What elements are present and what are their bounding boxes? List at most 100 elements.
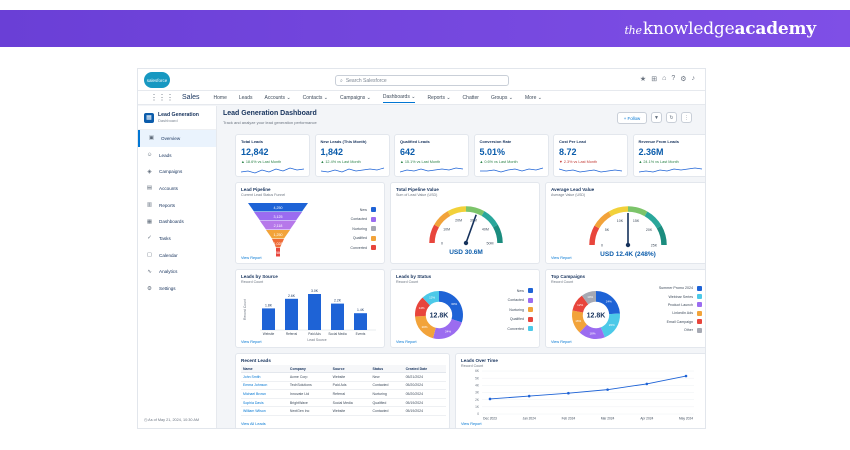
column-header[interactable]: Name <box>241 365 288 373</box>
search-input[interactable]: ⌕ Search Salesforce <box>335 75 509 86</box>
view-report-link[interactable]: View Report <box>461 422 482 426</box>
app-launcher-icon[interactable]: ⋮⋮⋮ <box>150 93 174 102</box>
nav-item-campaigns[interactable]: Campaigns ⌄ <box>340 95 371 101</box>
nav-item-groups[interactable]: Groups ⌄ <box>491 95 513 101</box>
legend-item: Contacted <box>481 296 533 306</box>
nav-item-dashboards[interactable]: Dashboards ⌄ <box>382 94 416 103</box>
nav-item-chatter[interactable]: Chatter <box>463 95 479 101</box>
legend-item: Other <box>634 326 702 334</box>
y-tick-label: 4K <box>475 384 480 388</box>
table-row[interactable]: Emma Johnson TechSolutions Paid Ads Contact… <box>241 381 446 391</box>
campaigns-icon: ◈ <box>147 168 152 175</box>
column-header[interactable]: Company <box>287 365 331 373</box>
nav-item-more[interactable]: More ⌄ <box>525 95 542 101</box>
bar <box>331 303 344 330</box>
chevron-down-icon[interactable]: ⌄ <box>365 94 371 101</box>
slice-label: 16% <box>575 319 581 323</box>
donut-slice <box>415 315 436 339</box>
table-row[interactable]: William Wilson NextGen Inc Website Contacte… <box>241 406 446 416</box>
setup-icon[interactable]: ⌂ <box>662 75 667 82</box>
column-header[interactable]: Created Date <box>403 365 446 373</box>
refresh-icon: ↻ <box>669 114 674 121</box>
table-row[interactable]: Sophia Davis BrightWave Social Media Qualif… <box>241 398 446 408</box>
chevron-down-icon[interactable]: ⌄ <box>444 94 451 101</box>
page-title: Lead Generation Dashboard <box>223 110 317 117</box>
column-header[interactable]: Status <box>370 365 404 373</box>
lead-name-link[interactable]: Emma Johnson <box>241 381 288 391</box>
salesforce-logo[interactable]: salesforce <box>144 72 170 88</box>
y-tick-label: 0 <box>477 412 479 416</box>
legend-item: Nurturing <box>314 224 376 234</box>
sidebar-item-accounts[interactable]: ▤ Accounts <box>138 180 216 197</box>
gauge-band <box>447 206 467 217</box>
kpi-card-total-leads: Total Leads 12,842 ▲ 18.6% vs Last Month <box>235 134 310 177</box>
pipeline-value-gauge: 010M20M30M40M50MUSD 30.6M <box>429 206 503 256</box>
card-subtitle: Record Count <box>461 364 484 368</box>
y-tick-label: 5K <box>475 376 480 380</box>
lead-name-link[interactable]: John Smith <box>241 372 288 382</box>
filter-button[interactable]: ▼ <box>651 112 662 123</box>
x-tick-label: Apr 2024 <box>640 417 653 421</box>
bell-icon[interactable]: ♪ <box>691 75 696 82</box>
sidebar-item-leads[interactable]: ☺ Leads <box>138 147 216 164</box>
nav-item-accounts[interactable]: Accounts ⌄ <box>264 95 290 101</box>
nav-item-leads[interactable]: Leads <box>239 95 253 101</box>
chevron-down-icon[interactable]: ⌄ <box>507 94 513 101</box>
chevron-down-icon[interactable]: ⌄ <box>536 94 542 101</box>
chevron-down-icon[interactable]: ⌄ <box>322 94 328 101</box>
sidebar-item-analytics[interactable]: ∿ Analytics <box>138 264 216 281</box>
campaign-donut-chart: 24% 20% 18% 16% 12% 10% 12.8K <box>572 291 620 339</box>
sidebar-item-label: Accounts <box>159 185 178 191</box>
nav-item-contacts[interactable]: Contacts ⌄ <box>303 95 328 101</box>
more-actions-button[interactable]: ⋮ <box>681 112 692 123</box>
chevron-down-icon[interactable]: ⌄ <box>409 94 416 100</box>
table-cell: Website <box>330 406 371 416</box>
help-icon[interactable]: ? <box>671 75 676 82</box>
view-report-link[interactable]: View Report <box>551 256 572 260</box>
legend-item: New <box>481 286 533 296</box>
view-all-leads-link[interactable]: View All Leads <box>241 422 266 426</box>
sidebar-item-overview[interactable]: ▣ Overview <box>138 130 216 147</box>
gear-icon[interactable]: ⚙ <box>680 76 687 83</box>
follow-button[interactable]: + Follow <box>617 112 647 124</box>
add-icon[interactable]: ⊞ <box>651 76 658 83</box>
donut-center-value: 12.8K <box>430 313 449 320</box>
sidebar-item-campaigns[interactable]: ◈ Campaigns <box>138 163 216 180</box>
global-header: salesforce ⌕ Search Salesforce ★ ⊞ ⌂ ? ⚙ … <box>138 69 705 91</box>
favorites-icon[interactable]: ★ <box>639 76 647 83</box>
table-row[interactable]: John Smith Acme Corp Website New 05/21/2024 <box>241 372 446 382</box>
column-header[interactable]: Source <box>330 365 371 373</box>
lead-name-link[interactable]: Sophia Davis <box>241 398 288 408</box>
nav-item-home[interactable]: Home <box>214 95 227 101</box>
more-icon: ⋮ <box>684 114 689 121</box>
data-point <box>684 374 688 378</box>
table-row[interactable]: Michael Brown Innovate Ltd Referral Nurturi… <box>241 389 446 399</box>
refresh-button[interactable]: ↻ <box>666 112 677 123</box>
donut-slice <box>439 291 463 323</box>
sidebar-item-label: Settings <box>159 286 176 292</box>
sidebar-item-label: Calendar <box>159 252 178 258</box>
sidebar-item-dashboards[interactable]: ▦ Dashboards <box>138 213 216 230</box>
table-cell: Referral <box>330 389 371 399</box>
legend-swatch <box>371 216 376 222</box>
view-report-link[interactable]: View Report <box>241 340 262 344</box>
table-cell: New <box>370 372 404 382</box>
funnel-value: 1,250 <box>274 233 283 237</box>
sparkline <box>638 167 702 173</box>
view-report-link[interactable]: View Report <box>241 256 262 260</box>
sidebar-item-settings[interactable]: ⚙ Settings <box>138 280 216 297</box>
legend-item: Qualified <box>314 234 376 244</box>
chevron-down-icon[interactable]: ⌄ <box>285 94 291 101</box>
sidebar-item-reports[interactable]: ▥ Reports <box>138 197 216 214</box>
sidebar-item-tasks[interactable]: ✓ Tasks <box>138 230 216 247</box>
view-report-link[interactable]: View Report <box>551 340 572 344</box>
view-report-link[interactable]: View Report <box>396 340 417 344</box>
nav-label: Contacts <box>302 94 323 101</box>
lead-name-link[interactable]: William Wilson <box>241 406 288 416</box>
lead-name-link[interactable]: Michael Brown <box>241 389 288 399</box>
sidebar-item-label: Leads <box>159 152 172 158</box>
nav-item-reports[interactable]: Reports ⌄ <box>427 95 450 101</box>
slice-label: 18% <box>589 331 595 335</box>
slice-label: 20% <box>422 325 428 329</box>
sidebar-item-calendar[interactable]: ▢ Calendar <box>138 247 216 264</box>
